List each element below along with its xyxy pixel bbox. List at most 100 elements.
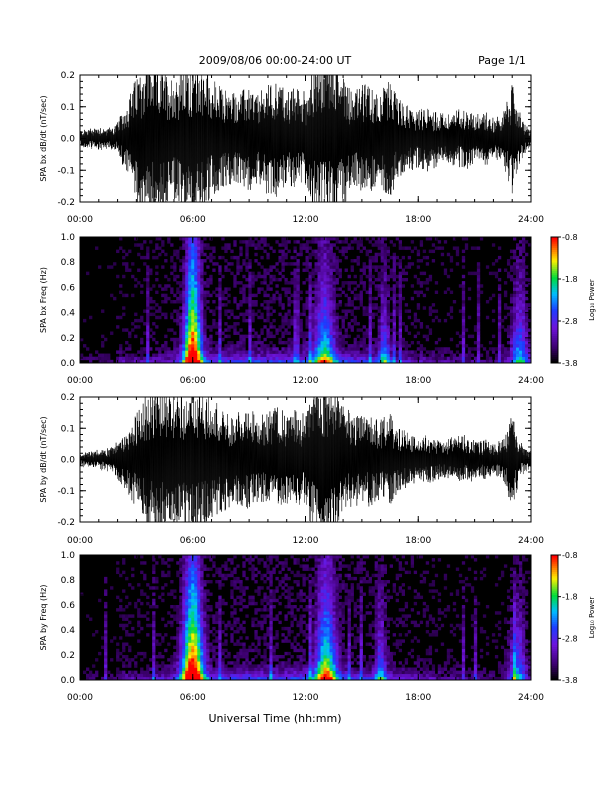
heatmap-cell	[209, 255, 213, 260]
heatmap-cell	[305, 268, 309, 272]
heatmap-cell	[176, 605, 180, 609]
heatmap-cell	[293, 303, 297, 307]
heatmap-cell	[188, 268, 192, 272]
heatmap-cell	[380, 309, 384, 313]
heatmap-cell	[263, 249, 267, 254]
heatmap-cell	[317, 281, 321, 285]
heatmap-cell	[224, 673, 228, 678]
heatmap-cell	[152, 626, 156, 631]
heatmap-cell	[380, 353, 384, 357]
heatmap-cell	[191, 605, 195, 609]
heatmap-cell	[476, 284, 481, 288]
heatmap-cell	[182, 561, 186, 565]
heatmap-cell	[281, 249, 285, 254]
colorbar-tick-label: -1.8	[562, 275, 578, 284]
heatmap-cell	[284, 564, 288, 568]
heatmap-cell	[332, 293, 336, 298]
heatmap-cell	[260, 287, 264, 291]
heatmap-cell	[392, 265, 396, 269]
heatmap-cell	[182, 325, 186, 329]
heatmap-cell	[386, 328, 390, 332]
heatmap-cell	[350, 353, 354, 357]
heatmap-cell	[92, 676, 96, 681]
heatmap-cell	[146, 249, 150, 254]
heatmap-cell	[521, 315, 526, 320]
heatmap-cell	[182, 648, 186, 653]
heatmap-cell	[230, 626, 234, 631]
heatmap-cell	[194, 271, 198, 276]
heatmap-cell	[131, 626, 135, 631]
heatmap-cell	[302, 598, 306, 603]
heatmap-cell	[179, 353, 183, 357]
heatmap-cell	[167, 570, 171, 575]
heatmap-cell	[515, 259, 520, 263]
heatmap-cell	[308, 586, 312, 590]
heatmap-cell	[266, 567, 270, 571]
heatmap-cell	[311, 296, 315, 301]
heatmap-cell	[110, 639, 114, 643]
heatmap-cell	[359, 359, 363, 364]
heatmap-cell	[347, 325, 351, 329]
heatmap-cell	[182, 667, 186, 671]
heatmap-cell	[299, 648, 303, 653]
heatmap-cell	[185, 648, 189, 653]
heatmap-cell	[359, 356, 363, 361]
heatmap-cell	[290, 353, 294, 357]
heatmap-cell	[311, 664, 315, 668]
heatmap-cell	[290, 664, 294, 668]
heatmap-cell	[167, 237, 171, 241]
heatmap-cell	[308, 356, 312, 361]
heatmap-cell	[296, 274, 300, 279]
heatmap-cell	[422, 353, 427, 357]
heatmap-cell	[188, 626, 192, 631]
heatmap-cell	[332, 359, 336, 364]
heatmap-cell	[308, 322, 312, 326]
heatmap-cell	[314, 293, 318, 298]
heatmap-cell	[398, 265, 403, 269]
heatmap-cell	[194, 249, 198, 254]
colorbar-segment	[551, 260, 558, 263]
heatmap-cell	[383, 262, 387, 266]
heatmap-cell	[317, 676, 321, 681]
heatmap-cell	[143, 561, 147, 565]
heatmap-cell	[200, 608, 204, 612]
heatmap-cell	[125, 262, 129, 266]
heatmap-cell	[326, 259, 330, 263]
heatmap-cell	[200, 626, 204, 631]
heatmap-cell	[350, 312, 354, 317]
heatmap-cell	[293, 274, 297, 279]
heatmap-cell	[224, 350, 228, 354]
heatmap-cell	[227, 246, 231, 250]
heatmap-cell	[245, 651, 249, 656]
heatmap-cell	[527, 337, 532, 342]
heatmap-cell	[251, 303, 255, 307]
heatmap-cell	[254, 636, 258, 640]
heatmap-cell	[365, 353, 369, 357]
heatmap-cell	[215, 306, 219, 310]
heatmap-cell	[311, 359, 315, 364]
heatmap-cell	[230, 670, 234, 675]
heatmap-cell	[302, 564, 306, 568]
heatmap-cell	[389, 318, 393, 323]
heatmap-cell	[227, 347, 231, 351]
heatmap-cell	[512, 252, 517, 257]
heatmap-cell	[329, 296, 333, 301]
heatmap-cell	[188, 558, 192, 562]
heatmap-cell	[215, 325, 219, 329]
heatmap-cell	[221, 670, 225, 675]
heatmap-cell	[227, 315, 231, 320]
heatmap-cell	[164, 340, 168, 345]
heatmap-cell	[155, 642, 159, 646]
heatmap-cell	[182, 583, 186, 587]
heatmap-cell	[95, 350, 99, 354]
heatmap-cell	[377, 293, 381, 298]
heatmap-cell	[173, 676, 177, 681]
heatmap-cell	[497, 347, 502, 351]
heatmap-cell	[185, 617, 189, 621]
heatmap-cell	[188, 595, 192, 600]
heatmap-cell	[290, 255, 294, 260]
heatmap-cell	[104, 639, 108, 643]
heatmap-cell	[248, 271, 252, 276]
heatmap-cell	[416, 303, 421, 307]
heatmap-cell	[344, 331, 348, 335]
